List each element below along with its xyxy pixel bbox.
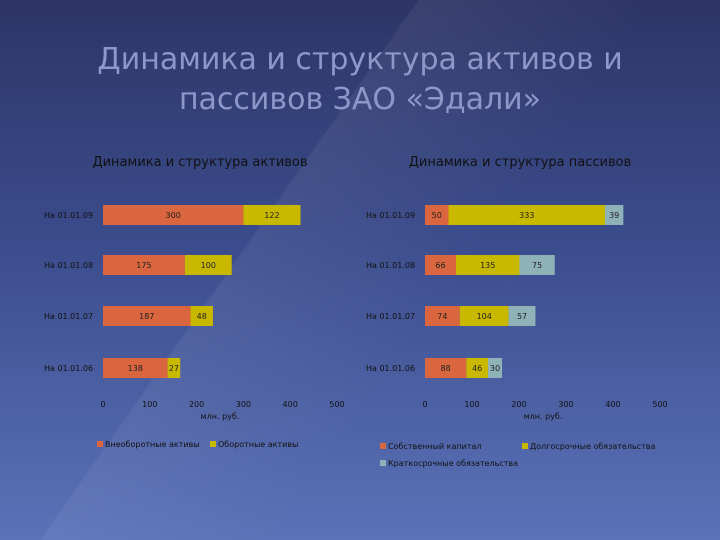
assets-bar-2 <box>243 205 301 225</box>
assets-tick-label: 500 <box>329 400 344 409</box>
assets-bar-1 <box>103 255 185 275</box>
assets-bar-2 <box>167 358 181 378</box>
liabilities-legend-label: Краткосрочные обязательства <box>388 459 518 468</box>
assets-data-label: 175 <box>136 261 151 270</box>
assets-tick-label: 400 <box>283 400 298 409</box>
liabilities-tick-label: 0 <box>422 400 427 409</box>
assets-bar-1 <box>103 306 191 326</box>
assets-axis-title: млн. руб. <box>201 412 240 421</box>
assets-category-label: На 01.01.08 <box>44 261 93 270</box>
slide-title: Динамика и структура активов и пассивов … <box>60 40 660 120</box>
liabilities-bar-1 <box>425 306 460 326</box>
assets-legend-swatch <box>97 441 103 447</box>
assets-tick-label: 200 <box>189 400 204 409</box>
assets-bar-1 <box>103 358 168 378</box>
liabilities-bar-1 <box>425 255 457 275</box>
liabilities-data-label: 46 <box>472 364 482 373</box>
liabilities-data-label: 39 <box>609 211 619 220</box>
assets-bar-1 <box>103 205 244 225</box>
liabilities-tick-label: 300 <box>558 400 573 409</box>
liabilities-bar-2 <box>459 306 509 326</box>
assets-bar-2 <box>184 255 232 275</box>
liabilities-bar-2 <box>466 358 488 378</box>
assets-category-label: На 01.01.09 <box>44 211 93 220</box>
liabilities-category-label: На 01.01.06 <box>366 364 415 373</box>
liabilities-bar-3 <box>519 255 555 275</box>
liabilities-data-label: 333 <box>519 211 534 220</box>
liabilities-category-label: На 01.01.09 <box>366 211 415 220</box>
assets-bar-2 <box>190 306 213 326</box>
assets-data-label: 122 <box>264 211 279 220</box>
liabilities-bar-3 <box>605 205 624 225</box>
liabilities-legend-label: Собственный капитал <box>388 442 481 451</box>
assets-tick-label: 0 <box>100 400 105 409</box>
assets-data-label: 138 <box>128 364 143 373</box>
liabilities-category-label: На 01.01.08 <box>366 261 415 270</box>
assets-data-label: 300 <box>166 211 181 220</box>
liabilities-tick-label: 400 <box>605 400 620 409</box>
liabilities-legend-swatch <box>522 443 528 449</box>
liabilities-legend-swatch <box>380 460 386 466</box>
liabilities-bar-1 <box>425 205 449 225</box>
liabilities-title: Динамика и структура пассивов <box>409 155 631 170</box>
assets-data-label: 100 <box>201 261 216 270</box>
liabilities-data-label: 135 <box>480 261 495 270</box>
assets-data-label: 48 <box>197 312 207 321</box>
liabilities-bar-1 <box>425 358 467 378</box>
liabilities-data-label: 104 <box>477 312 492 321</box>
assets-tick-label: 300 <box>236 400 251 409</box>
liabilities-data-label: 57 <box>517 312 527 321</box>
liabilities-tick-label: 200 <box>511 400 526 409</box>
liabilities-data-label: 75 <box>532 261 542 270</box>
liabilities-legend-label: Долгосрочные обязательства <box>530 442 655 451</box>
liabilities-data-label: 50 <box>432 211 442 220</box>
liabilities-tick-label: 500 <box>652 400 667 409</box>
liabilities-data-label: 30 <box>490 364 500 373</box>
liabilities-data-label: 74 <box>437 312 447 321</box>
liabilities-bar-3 <box>508 306 536 326</box>
slide-title-line-2: пассивов ЗАО «Эдали» <box>178 82 542 117</box>
assets-title: Динамика и структура активов <box>92 155 307 170</box>
assets-legend-label: Внеоборотные активы <box>105 440 200 449</box>
liabilities-axis-title: млн. руб. <box>524 412 563 421</box>
liabilities-bar-2 <box>456 255 520 275</box>
assets-category-label: На 01.01.07 <box>44 312 93 321</box>
assets-category-label: На 01.01.06 <box>44 364 93 373</box>
liabilities-data-label: 66 <box>435 261 445 270</box>
assets-data-label: 187 <box>139 312 154 321</box>
assets-data-label: 27 <box>169 364 179 373</box>
slide-title-line-1: Динамика и структура активов и <box>97 42 623 77</box>
assets-tick-label: 100 <box>142 400 157 409</box>
liabilities-data-label: 88 <box>441 364 451 373</box>
liabilities-tick-label: 100 <box>464 400 479 409</box>
assets-legend-swatch <box>210 441 216 447</box>
liabilities-category-label: На 01.01.07 <box>366 312 415 321</box>
liabilities-bar-2 <box>448 205 606 225</box>
liabilities-legend-swatch <box>380 443 386 449</box>
assets-legend-label: Оборотные активы <box>218 440 298 449</box>
liabilities-bar-3 <box>487 358 503 378</box>
